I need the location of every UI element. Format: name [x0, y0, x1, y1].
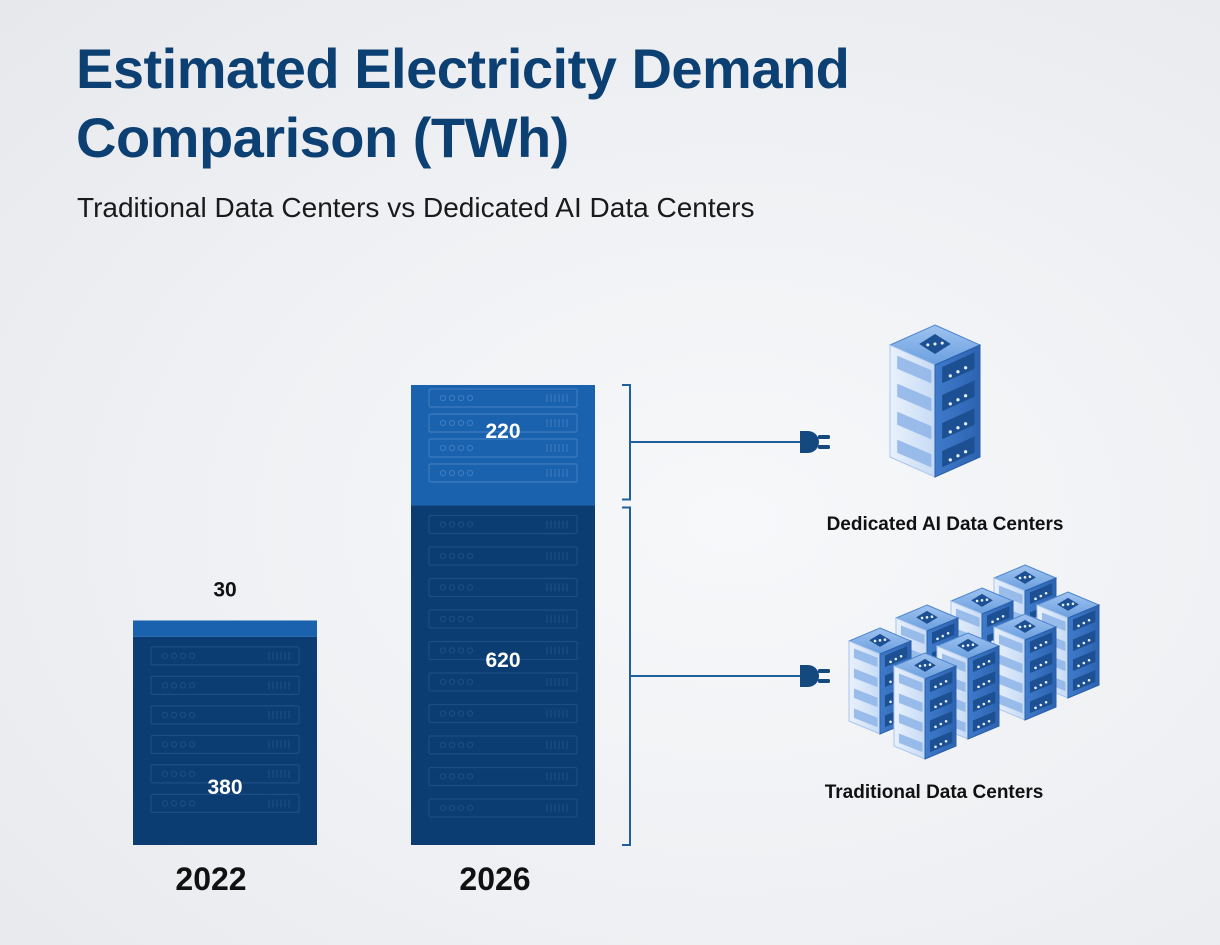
server-unit-8	[892, 652, 958, 760]
chart-title: Estimated Electricity Demand Comparison …	[76, 37, 850, 169]
legend-label-traditional: Traditional Data Centers	[825, 782, 1044, 803]
value-label-traditional-2026: 620	[485, 649, 520, 672]
value-label-ai-2022: 30	[213, 578, 236, 601]
bar-traditional-2022-rect	[133, 636, 317, 845]
x-tick-label-2022: 2022	[175, 861, 246, 897]
legend-layer: Dedicated AI Data Centers Traditional Dat…	[622, 324, 1101, 846]
server-unit-2	[1035, 591, 1101, 699]
bracket-traditional	[622, 506, 631, 846]
value-label-ai-2026: 220	[485, 420, 520, 443]
server-unit-4	[992, 613, 1058, 721]
value-label-traditional-2022: 380	[207, 776, 242, 799]
connector-ai	[630, 431, 830, 453]
bar-traditional-2022	[133, 636, 317, 845]
bracket-ai	[622, 384, 631, 501]
bar-ai-2022-rect	[133, 620, 317, 637]
legend-label-ai: Dedicated AI Data Centers	[827, 514, 1064, 535]
traditional-servers-icon	[847, 564, 1101, 760]
connector-traditional	[630, 665, 830, 687]
bar-traditional-2026-rect	[411, 505, 595, 845]
ai-server-icon	[888, 324, 982, 478]
bar-ai-2026	[411, 385, 595, 506]
x-tick-label-2026: 2026	[459, 861, 530, 897]
chart-subtitle: Traditional Data Centers vs Dedicated AI…	[77, 192, 755, 223]
bar-ai-2022	[133, 620, 317, 637]
bar-traditional-2026	[411, 505, 595, 845]
bars-layer	[133, 385, 595, 845]
labels-layer: 380 30 2022 620 220 2026	[175, 420, 530, 897]
